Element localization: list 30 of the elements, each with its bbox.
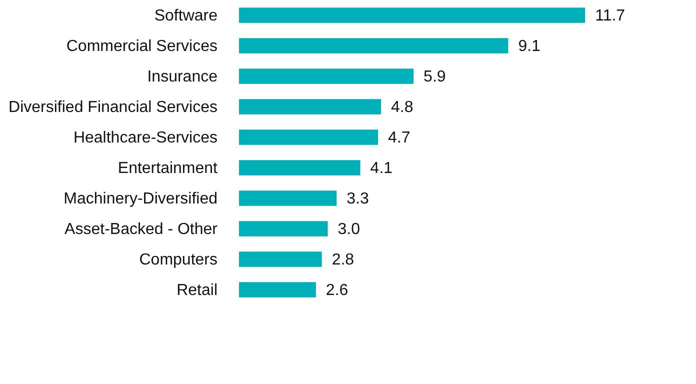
data-label: 11.7 bbox=[595, 7, 626, 24]
data-label: 2.8 bbox=[332, 251, 354, 268]
y-tick-label: Software bbox=[154, 7, 218, 24]
y-tick-label: Asset-Backed - Other bbox=[64, 220, 218, 238]
bar bbox=[239, 160, 360, 176]
y-tick-label: Healthcare-Services bbox=[73, 129, 218, 146]
y-tick-label: Commercial Services bbox=[66, 38, 218, 55]
data-label: 4.7 bbox=[388, 129, 410, 146]
y-tick-label: Entertainment bbox=[118, 160, 218, 177]
data-label: 9.1 bbox=[518, 38, 541, 55]
data-label: 3.0 bbox=[338, 220, 360, 238]
bar bbox=[239, 8, 586, 23]
data-label: 5.9 bbox=[424, 68, 446, 86]
bar bbox=[239, 221, 328, 236]
y-tick-label: Computers bbox=[139, 251, 218, 268]
bar bbox=[239, 190, 337, 206]
data-label: 2.6 bbox=[326, 282, 348, 299]
bar bbox=[239, 38, 508, 54]
data-label: 3.3 bbox=[346, 190, 369, 208]
y-tick-label: Insurance bbox=[147, 68, 218, 86]
bar bbox=[239, 68, 414, 84]
bar bbox=[239, 130, 378, 145]
y-tick-label: Retail bbox=[176, 282, 218, 299]
y-tick-label: Diversified Financial Services bbox=[8, 98, 218, 116]
bar bbox=[239, 282, 316, 298]
bar bbox=[239, 252, 322, 267]
data-label: 4.1 bbox=[370, 160, 393, 177]
bar bbox=[239, 99, 381, 114]
y-tick-label: Machinery-Diversified bbox=[64, 190, 218, 208]
data-label: 4.8 bbox=[391, 98, 414, 116]
